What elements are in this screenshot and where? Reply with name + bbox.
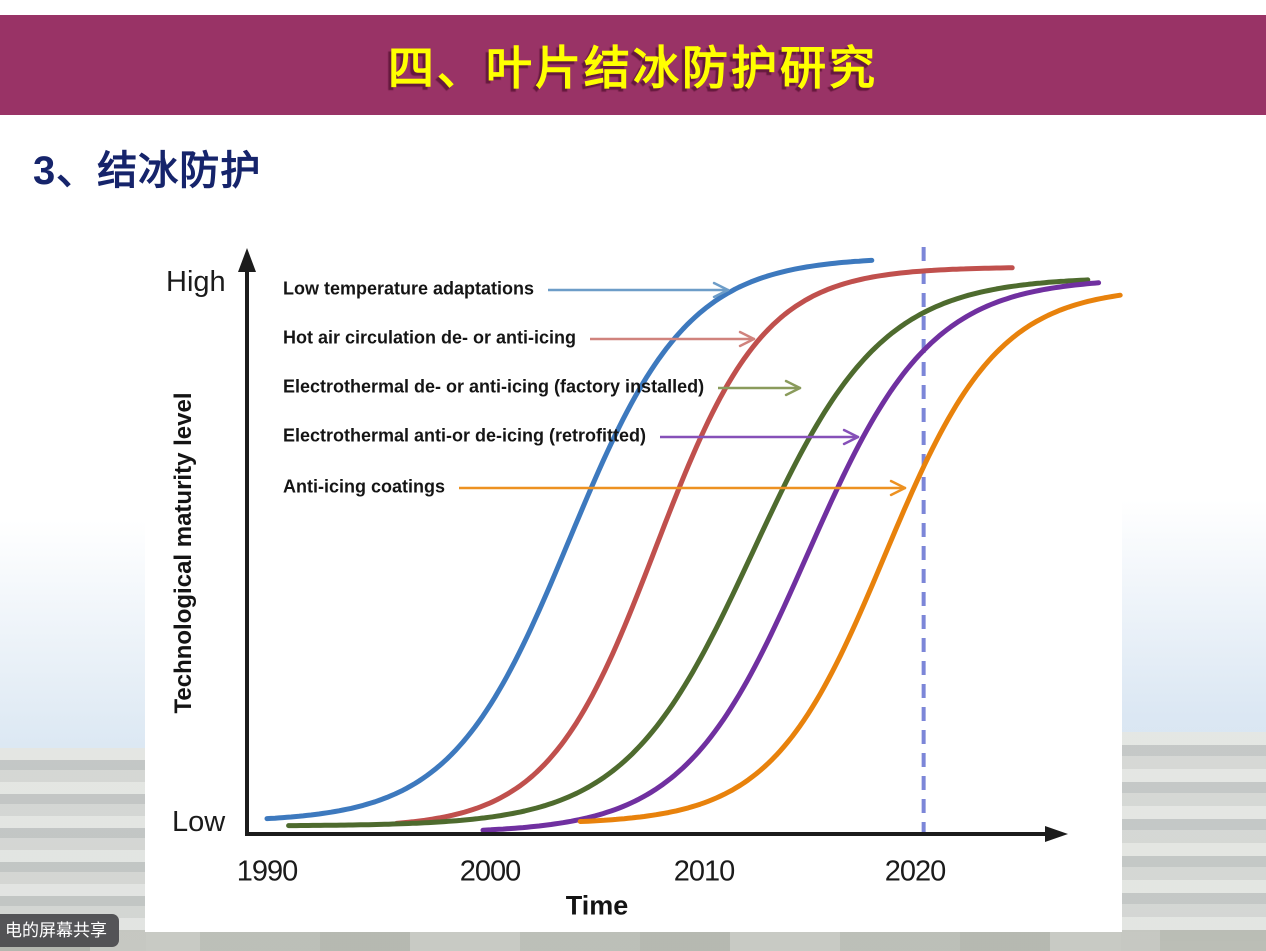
series-label-electrothermal-retrofitted: Electrothermal anti-or de-icing (retrofi…: [283, 425, 647, 446]
x-tick-2010: 2010: [673, 855, 736, 888]
x-tick-2020: 2020: [884, 855, 947, 888]
background-ground-strip: [0, 930, 1266, 951]
background-building-right: [1121, 732, 1266, 951]
x-axis-title: Time: [565, 890, 629, 921]
section-subtitle: 3、结冰防护: [33, 149, 262, 193]
y-axis-low-label: Low: [172, 806, 226, 838]
series-label-low-temperature-adaptations: Low temperature adaptations: [283, 278, 535, 299]
y-axis-title: Technological maturity level: [170, 392, 197, 714]
slide-header-band: 四、叶片结冰防护研究: [0, 15, 1266, 115]
x-tick-2000: 2000: [459, 855, 522, 888]
x-tick-1990: 1990: [236, 855, 299, 888]
series-label-anti-icing-coatings: Anti-icing coatings: [283, 476, 445, 497]
slide-title: 四、叶片结冰防护研究: [388, 42, 878, 94]
series-label-hot-air-circulation: Hot air circulation de- or anti-icing: [283, 327, 577, 348]
series-label-electrothermal-factory: Electrothermal de- or anti-icing (factor…: [283, 376, 705, 397]
y-axis-high-label: High: [166, 266, 226, 298]
screen-share-toast: 电的屏幕共享: [0, 914, 119, 947]
